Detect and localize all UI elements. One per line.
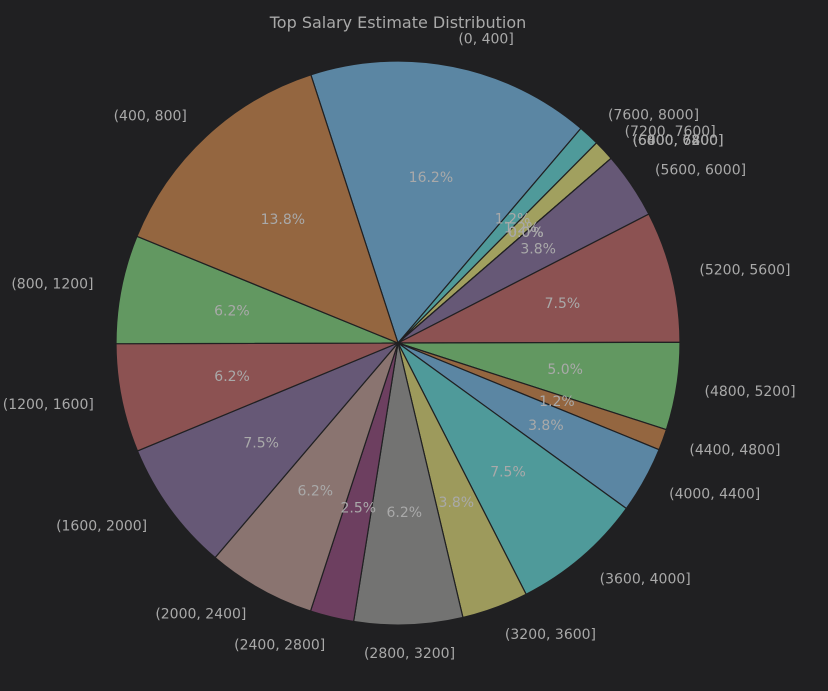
pie-slices	[115, 60, 681, 626]
pie-percent-label: 6.2%	[386, 505, 422, 521]
pie-category-label: (3600, 4000]	[600, 572, 691, 588]
pie-slice-3600-4000	[397, 342, 628, 596]
pie-percent-label: 1.2%	[495, 211, 531, 227]
pie-category-label: (400, 800]	[114, 109, 187, 125]
pie-percent-label: 3.8%	[520, 241, 556, 257]
pie-category-label: (7600, 8000]	[608, 108, 699, 124]
pie-percent-label: 7.5%	[490, 465, 526, 481]
pie-category-label: (1200, 1600]	[3, 397, 94, 413]
pie-category-label: (3200, 3600]	[505, 627, 596, 643]
pie-percent-label: 5.0%	[547, 362, 583, 378]
pie-slice-1600-2000	[136, 342, 399, 559]
pie-slice-0-400	[310, 60, 582, 345]
pie-percent-label: 6.2%	[214, 304, 250, 320]
pie-percent-label: 13.8%	[261, 212, 305, 228]
pie-category-label: (6800, 7200]	[632, 133, 723, 149]
pie-percent-label: 6.2%	[298, 484, 334, 500]
pie-percent-label: 0.0%	[508, 225, 544, 241]
pie-percent-label: 1.2%	[504, 220, 540, 236]
pie-percent-label: 0.0%	[508, 225, 544, 241]
pie-category-label: (2800, 3200]	[364, 646, 455, 662]
pie-category-label: (7200, 7600]	[625, 124, 716, 140]
pie-percent-label: 7.5%	[545, 296, 581, 312]
pie-percent-labels: 16.2%1.2%1.2%0.0%0.0%0.0%3.8%7.5%5.0%1.2…	[214, 170, 583, 521]
pie-slice-5200-5600	[397, 213, 681, 344]
pie-category-label: (4800, 5200]	[704, 384, 795, 400]
pie-category-label: (5600, 6000]	[655, 162, 746, 178]
pie-percent-label: 7.5%	[243, 436, 279, 452]
pie-category-label: (5200, 5600]	[699, 263, 790, 279]
pie-category-label: (800, 1200]	[11, 277, 93, 293]
pie-category-label: (2400, 2800]	[234, 638, 325, 654]
pie-category-label: (6000, 6400]	[632, 133, 723, 149]
pie-percent-label: 0.0%	[508, 225, 544, 241]
pie-category-label: (1600, 2000]	[56, 518, 147, 534]
pie-category-label: (4400, 4800]	[689, 442, 780, 458]
pie-category-label: (0, 400]	[458, 32, 513, 48]
pie-percent-label: 3.8%	[528, 418, 564, 434]
pie-category-labels: (0, 400] (7600, 8000](7200, 7600](6800, 7…	[3, 32, 796, 662]
pie-percent-label: 1.2%	[539, 394, 575, 410]
pie-percent-label: 2.5%	[341, 500, 377, 516]
pie-percent-label: 16.2%	[409, 170, 453, 186]
pie-category-label: (4000, 4400]	[669, 487, 760, 503]
pie-percent-label: 6.2%	[214, 369, 250, 385]
pie-slice-400-800	[136, 74, 399, 345]
chart-title: Top Salary Estimate Distribution	[269, 13, 527, 32]
pie-percent-label: 3.8%	[439, 495, 475, 511]
pie-category-label: (2000, 2400]	[155, 607, 246, 623]
pie-category-label: (6400, 6800]	[632, 133, 723, 149]
